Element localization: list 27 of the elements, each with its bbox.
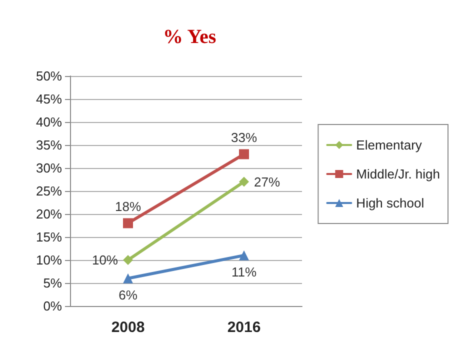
legend-label: Elementary: [356, 138, 422, 152]
chart-title: % Yes: [163, 26, 216, 48]
x-tick-label: 2008: [111, 319, 145, 336]
point: [239, 176, 249, 187]
y-tick-label: 35%: [36, 138, 62, 152]
y-tick-label: 20%: [36, 206, 62, 222]
y-tick-label: 45%: [36, 92, 62, 106]
y-tick-label: 5%: [43, 276, 62, 290]
data-label: 11%: [231, 264, 257, 280]
legend-label: High school: [356, 196, 424, 210]
data-label: 18%: [114, 199, 142, 214]
point: [239, 149, 249, 160]
data-label: 6%: [118, 287, 138, 302]
data-label: 27%: [254, 174, 280, 190]
y-tick-label: 50%: [36, 68, 62, 84]
x-tick-label: 2016: [227, 319, 261, 336]
point: [123, 218, 133, 228]
data-label: 10%: [92, 252, 118, 268]
y-tick-label: 40%: [36, 114, 62, 130]
point: [123, 255, 133, 265]
y-tick-label: 10%: [36, 252, 62, 268]
data-label: 33%: [230, 130, 258, 146]
y-tick-label: 0%: [43, 298, 62, 314]
y-tick-label: 30%: [36, 160, 62, 176]
y-tick-label: 25%: [36, 184, 62, 198]
y-tick-label: 15%: [36, 230, 62, 244]
legend-label: Middle/Jr. high: [356, 166, 440, 182]
